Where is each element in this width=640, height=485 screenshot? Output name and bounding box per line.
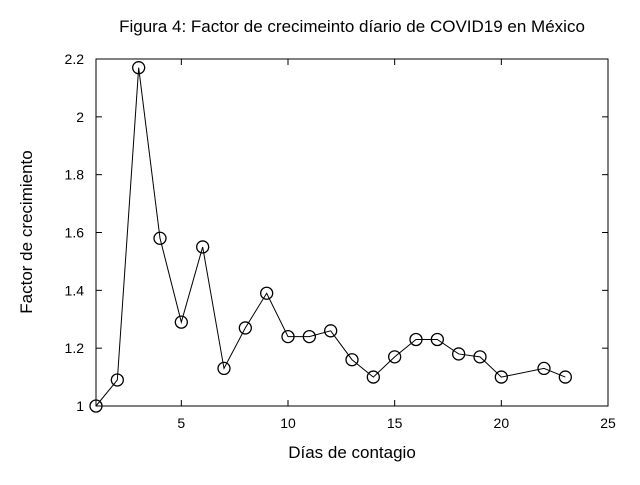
data-point bbox=[473, 350, 487, 364]
data-point bbox=[110, 373, 124, 387]
data-point bbox=[345, 353, 359, 367]
data-point bbox=[89, 399, 103, 413]
data-point bbox=[558, 370, 572, 384]
data-point bbox=[430, 332, 444, 347]
data-point bbox=[324, 324, 338, 338]
y-axis-label: Factor de crecimiento bbox=[17, 150, 36, 313]
y-tick-label: 2 bbox=[76, 109, 84, 125]
y-tick-label: 2.2 bbox=[65, 51, 85, 67]
y-tick-label: 1.8 bbox=[65, 167, 85, 183]
x-tick-label: 25 bbox=[600, 415, 616, 431]
data-point bbox=[366, 370, 380, 384]
data-point bbox=[537, 361, 551, 376]
data-point bbox=[494, 370, 508, 384]
data-point bbox=[452, 347, 466, 361]
data-point bbox=[281, 329, 295, 344]
data-point bbox=[217, 361, 231, 376]
y-tick-label: 1.4 bbox=[65, 282, 85, 298]
data-point bbox=[409, 332, 423, 347]
x-tick-label: 10 bbox=[280, 415, 296, 431]
chart-title: Figura 4: Factor de crecimeinto díario d… bbox=[119, 17, 585, 36]
data-point bbox=[132, 61, 146, 75]
data-point bbox=[302, 329, 316, 344]
series-line bbox=[95, 67, 566, 407]
data-point bbox=[238, 321, 252, 335]
data-point bbox=[388, 350, 402, 364]
data-point bbox=[260, 286, 274, 300]
y-tick-label: 1 bbox=[76, 398, 84, 414]
data-point bbox=[153, 231, 167, 245]
y-tick-label: 1.6 bbox=[65, 225, 85, 241]
x-tick-label: 5 bbox=[177, 415, 185, 431]
x-tick-label: 20 bbox=[494, 415, 510, 431]
x-tick-label: 15 bbox=[387, 415, 403, 431]
data-point bbox=[174, 315, 188, 329]
x-axis-label: Días de contagio bbox=[288, 443, 416, 462]
y-tick-label: 1.2 bbox=[65, 340, 85, 356]
data-point bbox=[196, 240, 210, 254]
